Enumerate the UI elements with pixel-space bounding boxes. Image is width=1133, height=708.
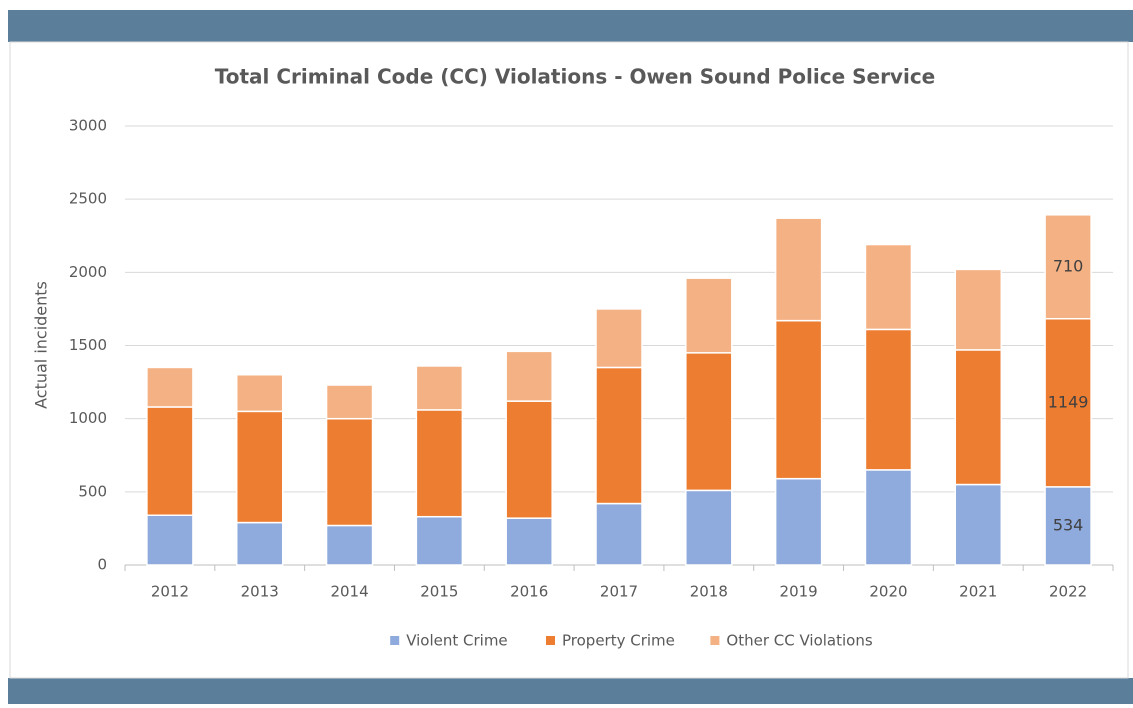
bar-segment (1044, 214, 1092, 320)
legend-swatch (546, 636, 555, 645)
bar-segment (774, 217, 823, 322)
bar-segment (235, 521, 284, 566)
footer-bar (8, 678, 1133, 704)
bar-segment (774, 319, 823, 480)
bar-segment (864, 469, 913, 566)
bar-segment (954, 268, 1003, 351)
bar-segment (146, 366, 194, 408)
x-tick-label: 2013 (241, 583, 279, 601)
y-axis-label: Actual incidents (32, 281, 51, 409)
data-label: 710 (1053, 256, 1084, 275)
header-bar (8, 10, 1133, 42)
legend-label: Other CC Violations (726, 632, 872, 650)
bar-segment (505, 517, 553, 566)
y-tick-label: 3000 (69, 117, 107, 135)
y-tick-label: 0 (97, 556, 107, 574)
bar-segment (505, 400, 553, 519)
bar-segment (595, 502, 643, 566)
y-tick-label: 1500 (69, 336, 107, 354)
y-tick-label: 500 (78, 482, 107, 500)
bar-segment (595, 308, 643, 369)
bar-segment (1044, 486, 1092, 566)
x-tick-label: 2017 (600, 583, 638, 601)
x-tick-label: 2016 (510, 583, 548, 601)
y-tick-label: 2000 (69, 263, 107, 281)
bar-segment (325, 417, 374, 527)
bar-segment (954, 483, 1003, 566)
y-tick-label: 1000 (69, 409, 107, 427)
bar-segment (774, 477, 823, 566)
legend-label: Violent Crime (406, 632, 507, 650)
x-tick-label: 2014 (330, 583, 368, 601)
legend-swatch (710, 636, 720, 645)
bar-segment (864, 328, 913, 471)
bar-segment (325, 384, 374, 420)
bar-segment (505, 350, 553, 402)
bar-segment (415, 365, 464, 411)
bar-segment (1044, 317, 1092, 488)
bar-segment (415, 409, 464, 518)
bar-segment (685, 277, 733, 354)
bar-segment (235, 410, 284, 524)
x-tick-label: 2019 (780, 583, 818, 601)
bar-segment (685, 489, 733, 566)
bar-segment (685, 352, 733, 492)
chart-border (9, 41, 1129, 679)
x-tick-label: 2012 (151, 583, 189, 601)
bar-segment (146, 514, 194, 566)
chart-title: Total Criminal Code (CC) Violations - Ow… (215, 65, 936, 89)
x-tick-label: 2022 (1049, 583, 1087, 601)
bar-segment (146, 406, 194, 516)
bar-segment (415, 515, 464, 566)
x-tick-label: 2018 (690, 583, 728, 601)
x-tick-label: 2020 (869, 583, 907, 601)
bar-segment (595, 366, 643, 505)
legend-swatch (390, 636, 400, 645)
y-tick-label: 2500 (69, 190, 107, 208)
legend-label: Property Crime (562, 632, 675, 650)
bar-segment (864, 243, 913, 331)
bar-segment (954, 349, 1003, 486)
bar-segment (325, 524, 374, 566)
data-label: 534 (1053, 515, 1084, 534)
data-label: 1149 (1048, 392, 1089, 411)
x-tick-label: 2021 (959, 583, 997, 601)
bar-segment (235, 374, 284, 413)
x-tick-label: 2015 (420, 583, 458, 601)
